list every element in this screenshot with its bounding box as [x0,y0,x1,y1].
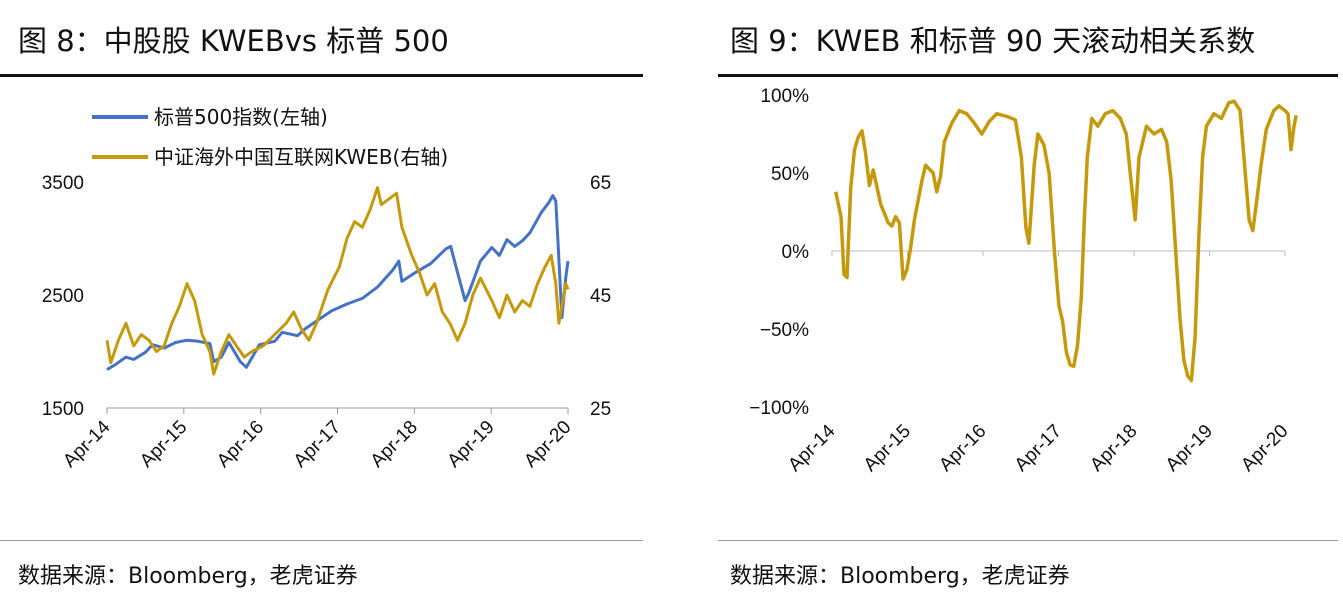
legend-label-spx: 标普500指数(左轴) [154,105,328,129]
left-x-tick-label: Apr-15 [136,417,191,472]
right-y-tick-label: 0% [782,242,810,263]
left-legend: 标普500指数(左轴) 中证海外中国互联网KWEB(右轴) [92,105,448,169]
right-y-tick-label: 100% [760,86,809,107]
series-line-spx [106,194,570,371]
left-x-tick-label: Apr-19 [444,417,499,472]
left-y-tick-label-left: 1500 [42,399,84,420]
right-chart-title: 图 9：KWEB 和标普 90 天滚动相关系数 [730,24,1256,58]
left-source-rule [0,540,643,541]
left-x-tick-label: Apr-16 [213,417,268,472]
series-line-correlation [833,99,1298,383]
left-x-tick-label: Apr-18 [367,417,422,472]
left-y-ticks-left: 1500 2500 3500 [42,173,84,420]
right-x-tick-label: Apr-16 [935,421,990,476]
right-x-tick-label: Apr-14 [784,420,839,475]
right-chart: Apr-14 Apr-15 Apr-16 Apr-17 Apr-18 Apr-19 Apr-… [749,86,1298,476]
right-x-tick-label: Apr-18 [1086,421,1141,476]
right-source-note: 数据来源：Bloomberg，老虎证券 [730,564,1070,589]
left-y-tick-label-right: 25 [590,399,611,420]
left-x-tick-label: Apr-14 [59,416,114,471]
left-title-rule [0,74,643,77]
right-title-rule [718,74,1338,77]
legend-label-kweb: 中证海外中国互联网KWEB(右轴) [154,145,448,169]
left-x-tick-label: Apr-20 [520,417,575,472]
right-y-tick-label: −100% [749,398,809,419]
left-y-ticks-right: 25 45 65 [590,173,611,420]
right-x-tick-label: Apr-19 [1162,421,1217,476]
right-y-tick-label: −50% [760,320,809,341]
right-y-tick-label: 50% [771,164,809,185]
right-source-rule [718,540,1338,541]
left-y-tick-label-right: 65 [590,173,611,194]
right-y-ticks: 100% 50% 0% −50% −100% [749,86,809,419]
left-y-tick-label-right: 45 [590,286,611,307]
left-chart: 标普500指数(左轴) 中证海外中国互联网KWEB(右轴) Apr-14 Apr-… [42,105,611,472]
right-x-tick-label: Apr-20 [1237,421,1292,476]
left-source-note: 数据来源：Bloomberg，老虎证券 [18,564,358,589]
right-x-tick-label: Apr-15 [860,421,915,476]
left-x-ticks: Apr-14 Apr-15 Apr-16 Apr-17 Apr-18 Apr-19 Apr-… [59,408,576,472]
series-line-kweb [105,186,570,376]
left-chart-title: 图 8：中股股 KWEBvs 标普 500 [18,24,449,58]
left-y-tick-label-left: 3500 [42,173,84,194]
left-x-tick-label: Apr-17 [290,417,345,472]
right-x-tick-label: Apr-17 [1011,421,1066,476]
left-y-tick-label-left: 2500 [42,286,84,307]
right-x-ticks: Apr-14 Apr-15 Apr-16 Apr-17 Apr-18 Apr-19 Apr-… [784,251,1293,476]
